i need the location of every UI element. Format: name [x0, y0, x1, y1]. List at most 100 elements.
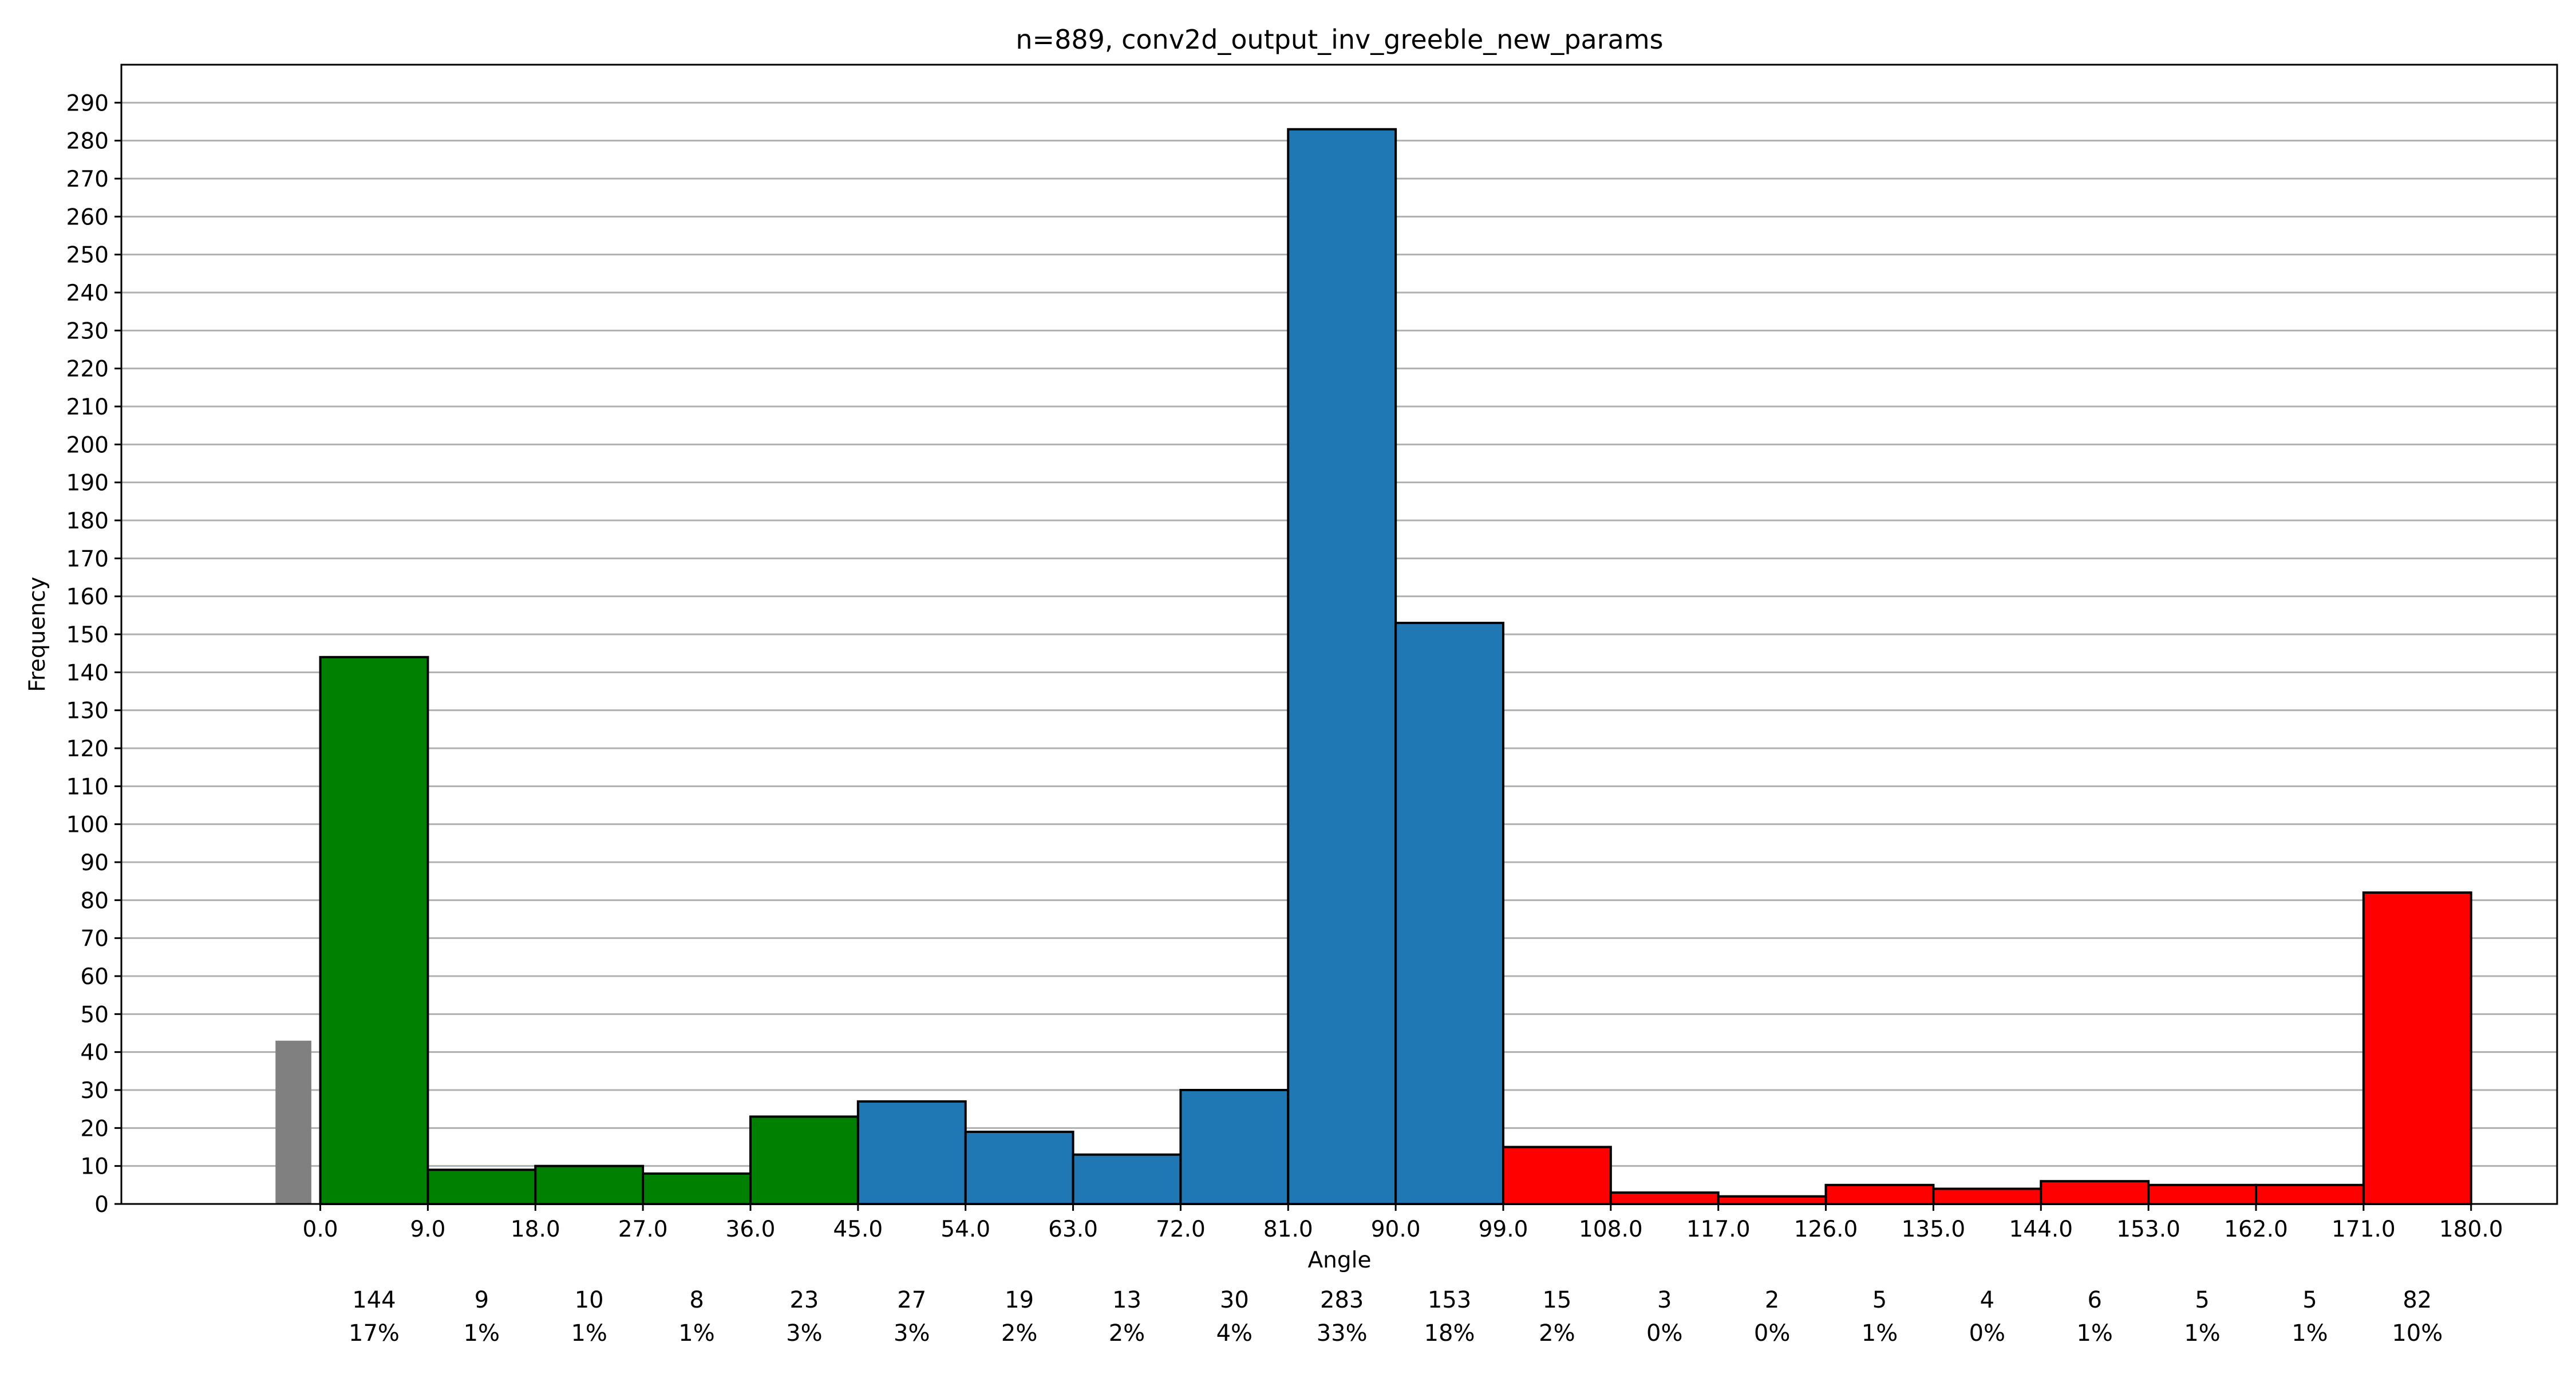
- x-tick-label: 45.0: [833, 1217, 883, 1242]
- bin-percent-label: 1%: [2076, 1320, 2112, 1347]
- bin-count-label: 283: [1320, 1287, 1364, 1313]
- y-tick-label: 100: [66, 812, 109, 838]
- y-tick-label: 0: [94, 1192, 109, 1218]
- bar-11: [1502, 1146, 1612, 1205]
- x-axis-label: Angle: [1308, 1247, 1372, 1273]
- y-tick-label: 160: [66, 585, 109, 610]
- y-tick-label: 170: [66, 546, 109, 572]
- x-tick-label: 135.0: [1902, 1217, 1966, 1242]
- bar-17: [2147, 1183, 2257, 1205]
- y-axis-ticks: 0 10 20 30 40 50 60 70 80 90 100 110 120 130 140 150 160…: [66, 90, 121, 1218]
- x-tick-label: 54.0: [941, 1217, 990, 1242]
- x-tick-label: 90.0: [1371, 1217, 1421, 1242]
- bin-count-label: 4: [1980, 1287, 1994, 1313]
- bin-count-label: 144: [352, 1287, 396, 1313]
- bin-count-label: 5: [1872, 1287, 1887, 1313]
- y-axis-label: Frequency: [25, 577, 50, 692]
- bar-5: [856, 1100, 967, 1206]
- bar-14: [1824, 1183, 1935, 1205]
- bin-percent-label: 2%: [1539, 1320, 1575, 1347]
- bin-count-label: 8: [689, 1287, 704, 1313]
- bin-count-label: 30: [1220, 1287, 1249, 1313]
- y-tick-label: 200: [66, 432, 109, 458]
- y-tick-label: 20: [80, 1116, 109, 1142]
- bin-percent-label: 1%: [571, 1320, 607, 1347]
- y-tick-label: 10: [80, 1154, 109, 1180]
- x-tick-label: 144.0: [2009, 1217, 2073, 1242]
- bin-count-label: 13: [1112, 1287, 1141, 1313]
- bin-count-label: 5: [2195, 1287, 2209, 1313]
- y-tick-label: 230: [66, 318, 109, 344]
- bin-percent-label: 0%: [1754, 1320, 1790, 1347]
- x-tick-label: 36.0: [726, 1217, 776, 1242]
- y-tick-label: 90: [80, 850, 109, 876]
- bin-count-label: 10: [575, 1287, 604, 1313]
- bar-0: [319, 656, 429, 1206]
- bar-15: [1932, 1187, 2042, 1205]
- bin-percent-label: 33%: [1317, 1320, 1368, 1347]
- bar-7: [1072, 1153, 1182, 1206]
- y-tick-label: 120: [66, 736, 109, 762]
- x-tick-label: 63.0: [1048, 1217, 1098, 1242]
- bin-percent-label: 1%: [2291, 1320, 2328, 1347]
- bar-3: [642, 1172, 752, 1206]
- bin-count-label: 19: [1005, 1287, 1034, 1313]
- y-tick-label: 260: [66, 204, 109, 230]
- bars: [275, 128, 2472, 1206]
- y-tick-label: 40: [80, 1040, 109, 1066]
- x-tick-label: 126.0: [1794, 1217, 1858, 1242]
- y-tick-label: 70: [80, 926, 109, 952]
- y-tick-label: 80: [80, 888, 109, 914]
- y-tick-label: 220: [66, 357, 109, 382]
- y-tick-label: 270: [66, 167, 109, 192]
- x-tick-label: 117.0: [1686, 1217, 1751, 1242]
- bar-18: [2254, 1183, 2365, 1205]
- bar-10: [1394, 622, 1504, 1205]
- bin-percent-label: 18%: [1424, 1320, 1475, 1347]
- x-tick-label: 162.0: [2224, 1217, 2288, 1242]
- bin-percent-label: 4%: [1216, 1320, 1253, 1347]
- x-tick-label: 18.0: [511, 1217, 560, 1242]
- bar-2: [534, 1164, 645, 1205]
- bin-percent-label: 0%: [1969, 1320, 2005, 1347]
- y-tick-label: 250: [66, 243, 109, 269]
- chart-title: n=889, conv2d_output_inv_greeble_new_par…: [1016, 24, 1663, 55]
- bin-count-label: 3: [1657, 1287, 1672, 1313]
- bin-percent-label: 1%: [678, 1320, 714, 1347]
- bar-9: [1287, 128, 1397, 1205]
- y-tick-label: 50: [80, 1002, 109, 1028]
- y-tick-label: 150: [66, 622, 109, 648]
- x-tick-label: 0.0: [303, 1217, 338, 1242]
- x-tick-label: 153.0: [2116, 1217, 2180, 1242]
- x-tick-label: 72.0: [1156, 1217, 1206, 1242]
- bar-13: [1717, 1195, 1827, 1206]
- bin-percent-label: 17%: [349, 1320, 400, 1347]
- bar-8: [1179, 1089, 1290, 1205]
- x-axis-ticks: 0.0 9.0 18.0 27.0 36.0 45.0 54.0 63.0 72.0 81.0 90…: [303, 1204, 2503, 1242]
- y-tick-label: 190: [66, 471, 109, 496]
- y-tick-label: 240: [66, 281, 109, 306]
- y-tick-label: 60: [80, 964, 109, 990]
- bin-percent-label: 3%: [894, 1320, 930, 1347]
- bin-percent-label: 1%: [2184, 1320, 2220, 1347]
- bar-12: [1609, 1191, 1720, 1206]
- x-tick-label: 108.0: [1579, 1217, 1643, 1242]
- bin-count-label: 9: [475, 1287, 489, 1313]
- y-tick-label: 110: [66, 774, 109, 800]
- y-tick-label: 180: [66, 508, 109, 534]
- bin-count-label: 15: [1542, 1287, 1571, 1313]
- y-tick-label: 280: [66, 129, 109, 155]
- y-tick-label: 140: [66, 660, 109, 686]
- bin-count-labels: 144 9 10 8 23 27 19 13 30 283 153 15 3 2 5 4 6 5 5 82: [352, 1287, 2432, 1313]
- bin-count-label: 23: [789, 1287, 819, 1313]
- bin-count-label: 6: [2087, 1287, 2101, 1313]
- bin-percent-label: 3%: [786, 1320, 822, 1347]
- bar-1: [426, 1168, 537, 1206]
- x-tick-label: 171.0: [2332, 1217, 2396, 1242]
- bin-percent-label: 2%: [1001, 1320, 1037, 1347]
- x-tick-label: 9.0: [410, 1217, 445, 1242]
- y-tick-label: 290: [66, 90, 109, 116]
- bar-16: [2040, 1180, 2150, 1205]
- bar-6: [964, 1130, 1074, 1206]
